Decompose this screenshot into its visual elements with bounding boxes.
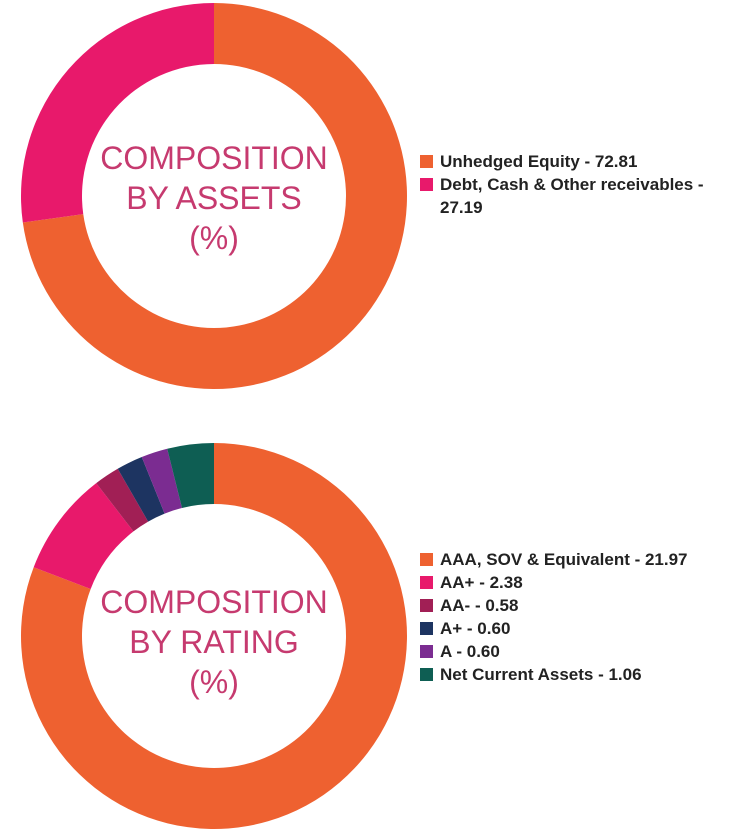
legend-swatch: [420, 155, 433, 168]
legend-label: AAA, SOV & Equivalent - 21.97: [440, 550, 688, 569]
rating-slice-4: [117, 457, 165, 522]
composition-by-assets-chart: COMPOSITION BY ASSETS (%) Unhedged Equity …: [0, 0, 729, 400]
legend-swatch: [420, 622, 433, 635]
legend-item: A - 0.60: [420, 640, 720, 663]
title-line: BY ASSETS: [126, 180, 302, 216]
legend-label: AA- - 0.58: [440, 596, 519, 615]
legend-item: Debt, Cash & Other receivables - 27.19: [420, 173, 725, 219]
legend-item: Unhedged Equity - 72.81: [420, 150, 725, 173]
legend-label: A - 0.60: [440, 642, 500, 661]
rating-slice-3: [96, 468, 149, 532]
legend-item: AA+ - 2.38: [420, 571, 720, 594]
legend-label: A+ - 0.60: [440, 619, 511, 638]
legend-label: Unhedged Equity - 72.81: [440, 152, 638, 171]
rating-slice-5: [141, 448, 182, 514]
legend-label: Debt, Cash & Other receivables - 27.19: [440, 175, 704, 217]
rating-legend: AAA, SOV & Equivalent - 21.97 AA+ - 2.38…: [420, 548, 720, 686]
title-line: COMPOSITION: [100, 140, 328, 176]
legend-swatch: [420, 668, 433, 681]
assets-slice-2: [20, 3, 214, 223]
assets-legend: Unhedged Equity - 72.81 Debt, Cash & Oth…: [420, 150, 725, 219]
legend-item: Net Current Assets - 1.06: [420, 663, 720, 686]
legend-swatch: [420, 645, 433, 658]
title-line: (%): [189, 664, 239, 700]
legend-swatch: [420, 576, 433, 589]
assets-donut: COMPOSITION BY ASSETS (%): [20, 3, 407, 389]
legend-item: AAA, SOV & Equivalent - 21.97: [420, 548, 720, 571]
rating-slice-2: [33, 483, 134, 589]
legend-label: Net Current Assets - 1.06: [440, 665, 642, 684]
legend-label: AA+ - 2.38: [440, 573, 523, 592]
title-line: BY RATING: [129, 624, 299, 660]
legend-item: A+ - 0.60: [420, 617, 720, 640]
assets-slice-1: [22, 3, 407, 389]
legend-swatch: [420, 553, 433, 566]
legend-swatch: [420, 178, 433, 191]
rating-slice-1: [20, 443, 407, 829]
rating-donut: COMPOSITION BY RATING (%): [20, 443, 407, 829]
title-line: COMPOSITION: [100, 584, 328, 620]
rating-slice-6: [167, 443, 214, 508]
rating-donut-title: COMPOSITION BY RATING (%): [100, 584, 328, 700]
title-line: (%): [189, 220, 239, 256]
legend-swatch: [420, 599, 433, 612]
legend-item: AA- - 0.58: [420, 594, 720, 617]
assets-donut-title: COMPOSITION BY ASSETS (%): [100, 140, 328, 256]
composition-by-rating-chart: COMPOSITION BY RATING (%) AAA, SOV & Equiv…: [0, 440, 729, 840]
